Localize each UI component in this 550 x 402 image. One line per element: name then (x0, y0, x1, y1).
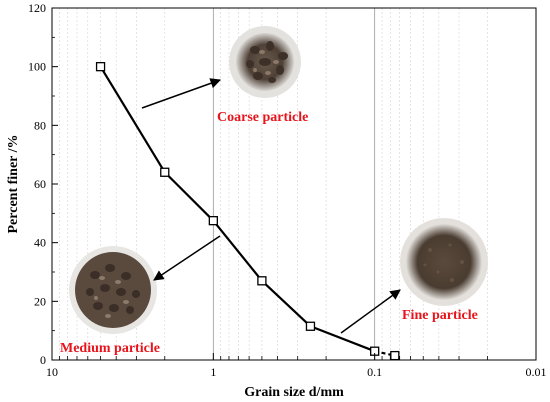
y-axis-title: Percent finer /% (6, 134, 21, 233)
y-tick-label: 0 (40, 353, 46, 367)
y-tick-label: 40 (34, 236, 46, 250)
fine-arrow (340, 289, 401, 334)
data-series (95, 62, 400, 361)
data-point-marker (305, 321, 316, 331)
x-tick-label: 1 (210, 365, 216, 379)
coarse-arrow (141, 78, 221, 109)
data-point-marker (390, 350, 400, 361)
data-point-marker (160, 167, 170, 177)
data-point-marker (95, 62, 106, 72)
y-tick-label: 100 (28, 60, 46, 74)
medium-particle-photo (69, 246, 157, 334)
annotation-arrows (141, 78, 401, 334)
data-point-marker (208, 216, 218, 226)
axis-ticks: 10 1 0.1 0.01 0 20 40 60 80 100 120 (28, 1, 547, 379)
y-tick-label: 20 (34, 294, 46, 308)
y-tick-label: 120 (28, 1, 46, 15)
medium-arrow (153, 235, 221, 281)
x-tick-label: 0.1 (367, 365, 382, 379)
x-tick-label: 10 (46, 365, 58, 379)
x-tick-label: 0.01 (526, 365, 547, 379)
x-axis-title: Grain size d/mm (244, 385, 344, 400)
fine-particle-photo (400, 218, 488, 306)
data-point-marker (257, 276, 267, 286)
annotation-medium-particle: Medium particle (60, 341, 160, 356)
annotation-coarse-particle: Coarse particle (217, 110, 308, 125)
coarse-particle-photo (229, 26, 301, 98)
series-line (99, 66, 376, 353)
y-tick-label: 60 (34, 177, 46, 191)
annotation-fine-particle: Fine particle (402, 308, 478, 323)
y-tick-label: 80 (34, 118, 46, 132)
